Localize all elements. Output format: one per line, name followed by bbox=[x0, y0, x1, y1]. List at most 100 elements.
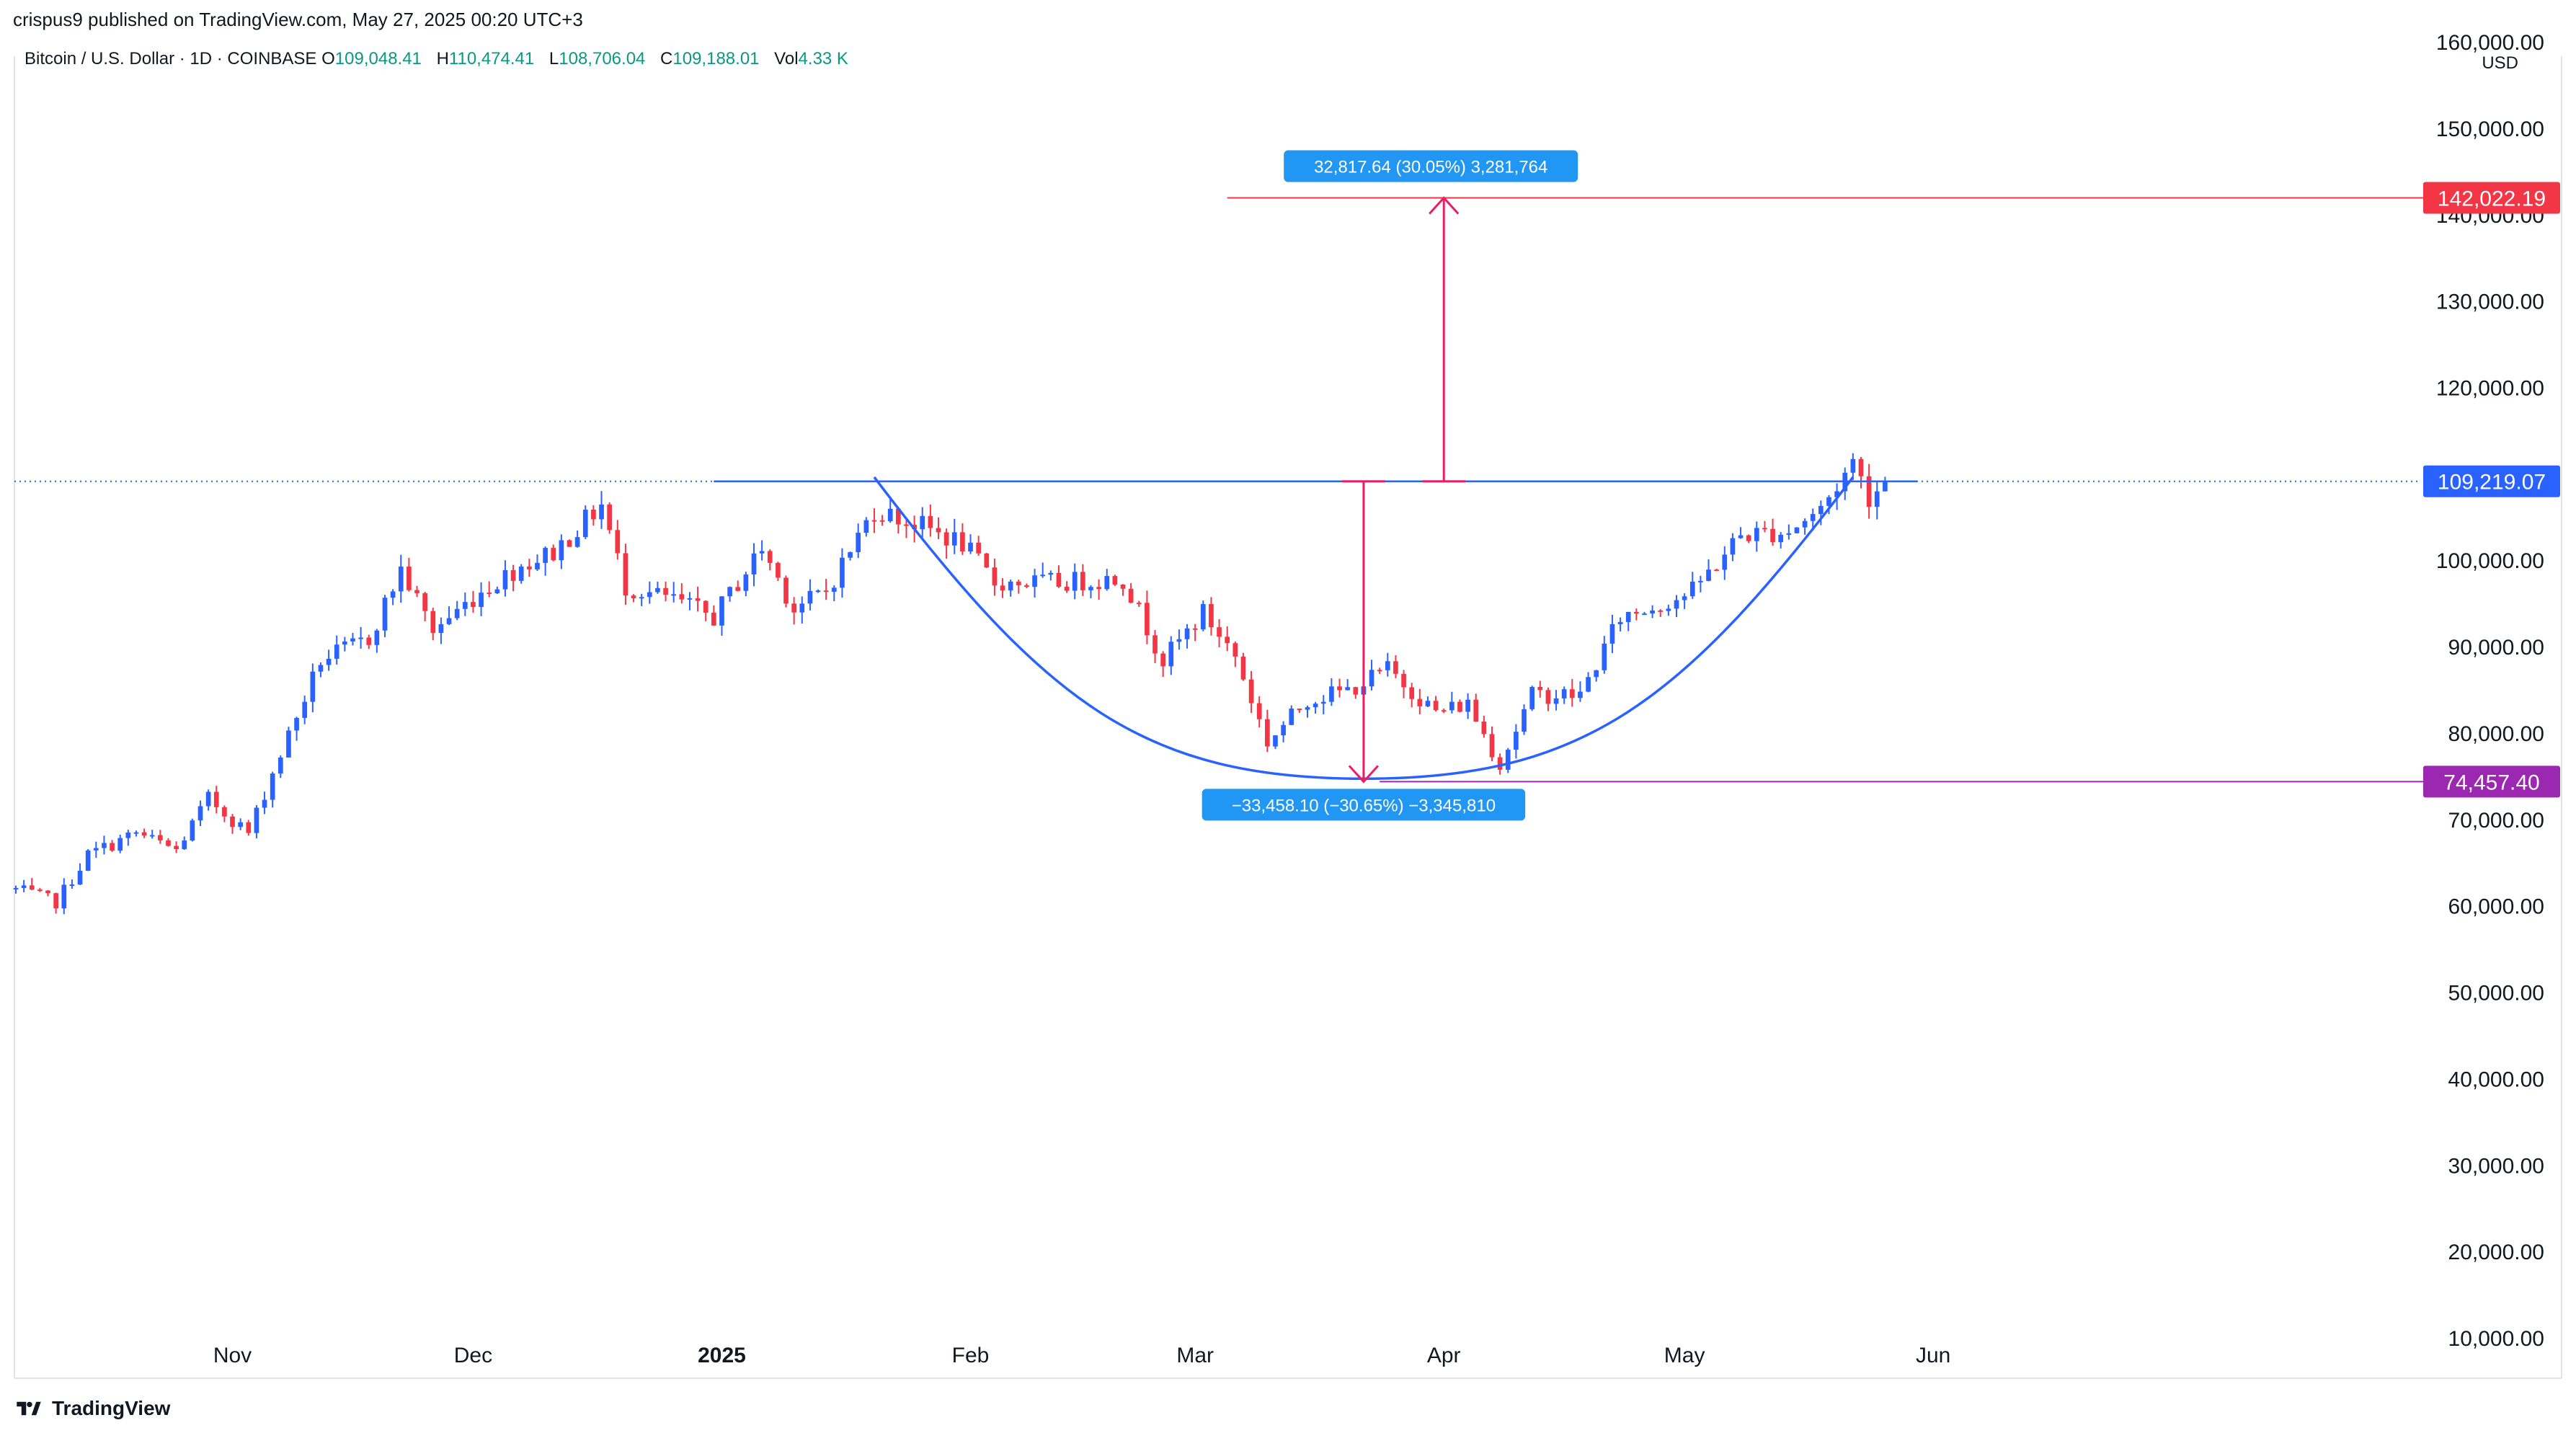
candle-body bbox=[1008, 581, 1013, 591]
candle-body bbox=[1489, 734, 1495, 758]
candle-body bbox=[1449, 701, 1454, 711]
candle-body bbox=[93, 848, 99, 851]
candle-body bbox=[462, 602, 468, 609]
candle-body bbox=[574, 537, 580, 547]
candle-body bbox=[767, 551, 773, 563]
candle-body bbox=[1689, 581, 1695, 597]
x-tick-label: Feb bbox=[952, 1344, 990, 1367]
candle-body bbox=[1674, 600, 1679, 609]
candle-body bbox=[1658, 610, 1664, 612]
candle-body bbox=[246, 822, 252, 833]
candle-body bbox=[262, 799, 267, 808]
candle-body bbox=[783, 577, 789, 604]
ohlc-key: H bbox=[431, 49, 449, 68]
candle-body bbox=[951, 532, 957, 546]
candle-body bbox=[1505, 750, 1511, 770]
candle-body bbox=[1128, 588, 1134, 603]
candle-body bbox=[695, 598, 701, 601]
candle-body bbox=[1746, 535, 1751, 541]
candle-body bbox=[69, 884, 75, 887]
candle-body bbox=[205, 791, 211, 807]
candle-body bbox=[1754, 528, 1759, 541]
candle-body bbox=[510, 569, 516, 581]
candle-body bbox=[1682, 596, 1687, 600]
currency-label[interactable]: USD bbox=[2474, 50, 2526, 76]
candle-body bbox=[197, 806, 203, 821]
candle-body bbox=[1305, 707, 1310, 710]
candle-body bbox=[1353, 687, 1359, 695]
candle-body bbox=[125, 832, 131, 838]
candle-body bbox=[1730, 538, 1736, 555]
candle-body bbox=[623, 553, 629, 596]
candle-body bbox=[1883, 482, 1888, 492]
candle-body bbox=[543, 548, 548, 563]
candle-body bbox=[831, 587, 837, 592]
candle-body bbox=[366, 637, 372, 645]
candle-body bbox=[743, 574, 749, 591]
candle-body bbox=[1080, 572, 1085, 590]
candle-body bbox=[567, 540, 572, 547]
candle-body bbox=[1425, 701, 1431, 706]
candle-body bbox=[61, 884, 67, 909]
candle-body bbox=[551, 548, 556, 561]
candle-body bbox=[856, 533, 861, 553]
candle-body bbox=[213, 791, 219, 807]
y-tick-label: 150,000.00 bbox=[2436, 117, 2544, 141]
candle-body bbox=[1032, 575, 1037, 587]
candle-body bbox=[1650, 610, 1655, 614]
candle-body bbox=[77, 871, 83, 885]
candle-body bbox=[430, 611, 436, 634]
candle-body bbox=[591, 510, 596, 520]
y-tick-label: 80,000.00 bbox=[2448, 722, 2544, 746]
candle-body bbox=[1481, 722, 1487, 735]
tradingview-brand[interactable]: TradingView bbox=[13, 1397, 170, 1420]
candle-body bbox=[85, 850, 91, 871]
candle-body bbox=[334, 644, 339, 659]
candle-body bbox=[936, 528, 941, 533]
candle-body bbox=[1401, 673, 1406, 688]
candle-body bbox=[414, 590, 419, 593]
candle-body bbox=[599, 504, 604, 520]
candle-body bbox=[871, 520, 877, 522]
candle-body bbox=[117, 838, 123, 851]
candle-body bbox=[1642, 613, 1647, 616]
candle-body bbox=[1281, 724, 1286, 736]
candle-body bbox=[1152, 635, 1158, 654]
candle-body bbox=[840, 557, 845, 588]
candle-body bbox=[1377, 670, 1382, 672]
measure-down-arrowhead bbox=[1348, 765, 1380, 784]
candle-body bbox=[863, 520, 869, 533]
candle-body bbox=[968, 542, 973, 552]
x-tick-label: Dec bbox=[454, 1344, 492, 1367]
ohlc-value: 110,474.41 bbox=[448, 49, 535, 68]
candle-body bbox=[166, 840, 171, 846]
candle-body bbox=[1120, 585, 1126, 589]
candle-body bbox=[1240, 656, 1246, 680]
candle-body bbox=[494, 589, 500, 593]
current-price-tag: 109,219.07 bbox=[2438, 471, 2546, 494]
candle-body bbox=[928, 515, 933, 528]
candle-body bbox=[53, 893, 58, 909]
measure-up-label-box bbox=[1284, 150, 1578, 182]
measure-up-arrowhead bbox=[1429, 196, 1460, 215]
candle-body bbox=[326, 658, 332, 665]
candle-body bbox=[1810, 514, 1816, 521]
candle-body bbox=[1184, 628, 1190, 639]
candle-body bbox=[286, 730, 291, 758]
candle-body bbox=[37, 889, 43, 892]
candle-body bbox=[1457, 701, 1462, 712]
candle-body bbox=[254, 807, 259, 833]
candle-body bbox=[1786, 533, 1792, 535]
candle-body bbox=[1265, 719, 1270, 747]
symbol-name[interactable]: Bitcoin / U.S. Dollar · 1D · COINBASE bbox=[25, 49, 317, 68]
ohlc-key: C bbox=[655, 49, 673, 68]
candle-body bbox=[719, 596, 724, 626]
candle-body bbox=[751, 553, 757, 574]
y-tick-label: 90,000.00 bbox=[2448, 636, 2544, 660]
ohlc-value: 109,048.41 bbox=[334, 49, 422, 68]
candle-body bbox=[1256, 703, 1262, 719]
candle-body bbox=[398, 566, 404, 592]
candle-body bbox=[703, 600, 709, 613]
candle-body bbox=[149, 835, 155, 837]
